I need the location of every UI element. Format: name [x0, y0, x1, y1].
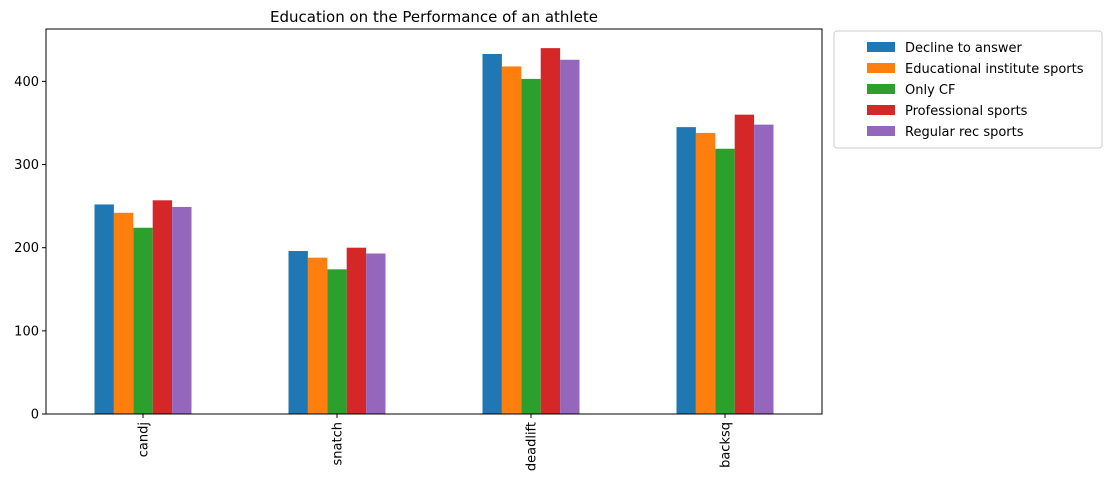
x-tick-label-backsq: backsq [719, 422, 734, 468]
legend-label-4: Professional sports [905, 104, 1028, 119]
x-tick-label-snatch: snatch [331, 422, 346, 465]
bar-deadlift-2 [501, 66, 522, 415]
bar-backsq-4 [734, 114, 755, 415]
plot-area-frame [45, 28, 823, 415]
bar-candj-4 [152, 200, 173, 414]
x-axis: candj snatch deadlift backsq [137, 414, 734, 471]
legend-swatch-4 [867, 105, 895, 115]
y-tick-label: 200 [14, 241, 39, 256]
bar-backsq-1 [676, 127, 696, 415]
legend-swatch-2 [867, 63, 895, 73]
bar-snatch-2 [307, 257, 328, 414]
bar-snatch-5 [366, 253, 386, 414]
bar-snatch-4 [346, 247, 367, 414]
x-tick-label-deadlift: deadlift [525, 422, 540, 471]
chart-title: Education on the Performance of an athle… [270, 8, 598, 26]
bar-deadlift-1 [482, 53, 502, 414]
bar-deadlift-5 [560, 59, 580, 415]
bar-snatch-1 [288, 251, 308, 414]
legend-swatch-5 [867, 126, 895, 136]
legend-label-3: Only CF [905, 83, 955, 98]
legend-label-1: Decline to answer [905, 41, 1023, 56]
y-tick-label: 100 [14, 324, 39, 339]
bar-candj-2 [113, 212, 134, 414]
y-tick-label: 0 [31, 408, 39, 423]
legend-box [833, 30, 1103, 149]
bar-backsq-2 [695, 132, 716, 414]
bar-backsq-3 [715, 148, 735, 415]
legend-swatch-1 [867, 42, 895, 52]
bar-candj-1 [94, 204, 114, 414]
y-tick-label: 400 [14, 75, 39, 90]
bar-deadlift-3 [521, 78, 541, 414]
x-tick-label-candj: candj [137, 422, 152, 457]
legend-swatch-3 [867, 84, 895, 94]
legend-label-5: Regular rec sports [905, 125, 1024, 140]
bar-snatch-3 [327, 269, 347, 414]
bars-group [94, 48, 774, 415]
y-tick-label: 300 [14, 158, 39, 173]
bar-deadlift-4 [540, 48, 561, 414]
bar-backsq-5 [754, 124, 774, 414]
bar-candj-3 [133, 227, 153, 414]
legend: Decline to answer Educational institute s… [833, 30, 1103, 149]
y-axis: 0 100 200 300 400 [14, 75, 46, 423]
bar-candj-5 [172, 206, 192, 414]
legend-label-2: Educational institute sports [905, 62, 1084, 77]
